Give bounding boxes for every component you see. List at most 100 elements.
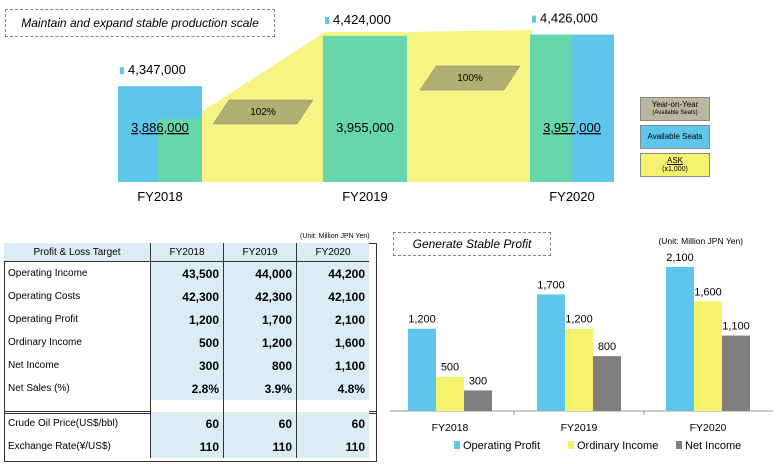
x-tick-label: FY2018 [137, 189, 183, 204]
spacer-cell [223, 400, 297, 412]
ask-value-label: 3,886,000 [131, 120, 189, 135]
row-label: Exchange Rate(¥/US$) [8, 441, 111, 452]
legend-swatch [454, 441, 460, 449]
profit-bar [722, 335, 750, 411]
spacer-cell [4, 400, 151, 412]
row-label: Operating Costs [8, 291, 81, 302]
cell-value: 110 [296, 435, 369, 458]
table-row: Operating Profit 1,200 1,700 2,100 [4, 308, 369, 331]
ask-bar [323, 35, 407, 183]
row-label: Crude Oil Price(US$/bbl) [8, 418, 119, 429]
profit-title: Generate Stable Profit [412, 237, 532, 251]
legend-ask: ASK (x1,000) [640, 153, 710, 177]
yoy-badge [419, 65, 521, 91]
profit-chart: (Unit: Million JPN Yen) 1,200 1,700 2,100 50… [390, 236, 773, 452]
x-tick-label: FY2018 [432, 422, 469, 434]
legend-ask-label: ASK [666, 155, 683, 165]
cell-value: 1,100 [296, 354, 369, 377]
legend-seats: Available Seats [640, 125, 710, 149]
legend-ask-sublabel: (x1,000) [662, 165, 688, 173]
profit-title-box: Generate Stable Profit [393, 232, 551, 256]
legend-seats-label: Available Seats [647, 131, 703, 141]
x-tick-label: FY2019 [561, 422, 598, 434]
table-header-cell: FY2019 [223, 243, 297, 262]
chart-unit: (Unit: Million JPN Yen) [658, 236, 743, 246]
spacer-cell [150, 400, 224, 412]
ask-bar [530, 34, 572, 182]
cell-value: 1,600 [296, 331, 369, 354]
cell-value: 110 [223, 435, 297, 458]
seats-label-marker [325, 16, 329, 24]
data-label: 1,200 [408, 314, 436, 326]
data-label: 2,100 [666, 252, 694, 264]
seats-label-marker [532, 15, 536, 23]
legend-yoy-label: Year-on-Year [651, 100, 699, 110]
cell-value: 43,500 [150, 261, 224, 285]
data-label: 1,700 [537, 279, 565, 291]
cell-value: 800 [223, 354, 297, 377]
yoy-label: 102% [250, 107, 276, 118]
table-row: Exchange Rate(¥/US$) 110 110 110 [4, 435, 369, 458]
seats-value-label: 4,347,000 [128, 62, 186, 77]
row-label: Ordinary Income [8, 337, 82, 348]
seats-label-marker [120, 67, 124, 75]
legend-yoy-sublabel: (Available Seats) [652, 110, 698, 117]
spacer-cell [296, 400, 369, 412]
table-spacer-row [4, 400, 369, 412]
top-title-box: Maintain and expand stable production sc… [5, 9, 275, 37]
ask-value-label: 3,957,000 [543, 120, 601, 135]
legend-swatch [676, 441, 682, 449]
profit-bar [537, 294, 565, 411]
top-title: Maintain and expand stable production sc… [21, 16, 259, 30]
table-header-row: Profit & Loss Target FY2018 FY2019 FY202… [4, 243, 369, 262]
row-label: Net Income [8, 360, 60, 371]
row-label: Operating Profit [8, 314, 79, 325]
legend-label: Operating Profit [463, 440, 540, 452]
cell-value: 3.9% [223, 377, 297, 400]
cell-value: 300 [150, 354, 224, 377]
ask-value-label: 3,955,000 [336, 120, 394, 135]
table-unit: (Unit: Million JPN Yen) [300, 233, 370, 240]
cell-value: 2,100 [296, 308, 369, 331]
table-header-cell: FY2018 [150, 243, 224, 262]
cell-value: 60 [296, 412, 369, 435]
data-label: 1,100 [722, 321, 750, 333]
x-tick-label: FY2019 [342, 189, 388, 204]
table-row: Net Sales (%) 2.8% 3.9% 4.8% [4, 377, 369, 400]
table-header-cell: Profit & Loss Target [4, 243, 151, 262]
cell-value: 42,300 [223, 285, 297, 308]
cell-value: 500 [150, 331, 224, 354]
table-row: Net Income 300 800 1,100 [4, 354, 369, 377]
cell-value: 42,100 [296, 285, 369, 308]
x-tick-label: FY2020 [549, 189, 595, 204]
cell-value: 1,700 [223, 308, 297, 331]
table-header-cell: FY2020 [296, 243, 369, 262]
profit-bar [565, 328, 593, 411]
pl-table: Profit & Loss Target FY2018 FY2019 FY202… [4, 243, 369, 458]
seats-chart: 4,347,000 4,424,000 4,426,000 3,886,000 3,95… [118, 11, 614, 204]
row-label: Operating Income [8, 268, 88, 279]
cell-value: 44,000 [223, 261, 297, 285]
profit-bar [666, 267, 694, 411]
data-label: 1,200 [565, 314, 593, 326]
table-row: Ordinary Income 500 1,200 1,600 [4, 331, 369, 354]
table-row: Operating Costs 42,300 42,300 42,100 [4, 285, 369, 308]
x-tick-label: FY2020 [690, 422, 727, 434]
cell-value: 110 [150, 435, 224, 458]
data-label: 1,600 [694, 286, 722, 298]
table-row: Operating Income 43,500 44,000 44,200 [4, 261, 369, 285]
cell-value: 60 [150, 412, 224, 435]
cell-value: 1,200 [223, 331, 297, 354]
legend-swatch [568, 441, 574, 449]
legend-label: Net Income [685, 440, 741, 452]
profit-bar [694, 301, 722, 411]
profit-bar [464, 390, 492, 411]
cell-value: 2.8% [150, 377, 224, 400]
ask-bar [158, 118, 202, 182]
legend-label: Ordinary Income [577, 440, 658, 452]
cell-value: 4.8% [296, 377, 369, 400]
data-label: 500 [441, 362, 459, 374]
table-row: Crude Oil Price(US$/bbl) 60 60 60 [4, 412, 369, 435]
yoy-label: 100% [457, 73, 483, 84]
cell-value: 44,200 [296, 261, 369, 285]
